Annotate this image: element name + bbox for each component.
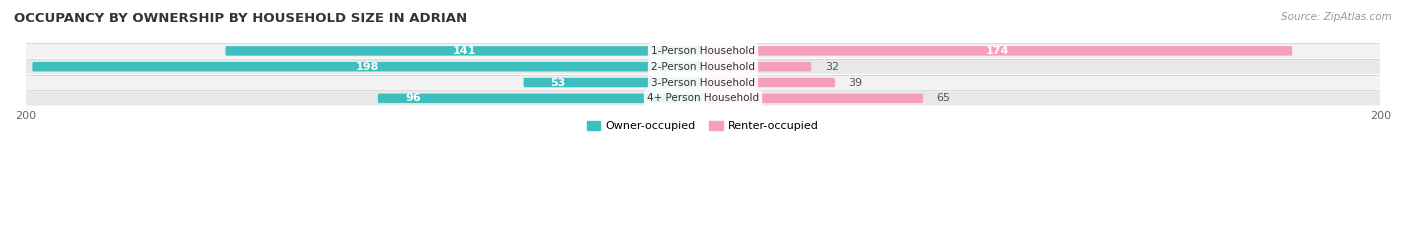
Text: 39: 39 bbox=[849, 78, 863, 88]
FancyBboxPatch shape bbox=[523, 78, 703, 87]
FancyBboxPatch shape bbox=[25, 91, 1381, 106]
Text: 2-Person Household: 2-Person Household bbox=[651, 62, 755, 72]
Text: 1-Person Household: 1-Person Household bbox=[651, 46, 755, 56]
FancyBboxPatch shape bbox=[225, 46, 703, 56]
Text: 32: 32 bbox=[825, 62, 839, 72]
Text: 53: 53 bbox=[551, 78, 565, 88]
FancyBboxPatch shape bbox=[378, 94, 703, 103]
FancyBboxPatch shape bbox=[703, 94, 924, 103]
Text: 174: 174 bbox=[986, 46, 1010, 56]
FancyBboxPatch shape bbox=[703, 62, 811, 72]
Text: 141: 141 bbox=[453, 46, 475, 56]
FancyBboxPatch shape bbox=[32, 62, 703, 72]
Text: 65: 65 bbox=[936, 93, 950, 103]
Text: OCCUPANCY BY OWNERSHIP BY HOUSEHOLD SIZE IN ADRIAN: OCCUPANCY BY OWNERSHIP BY HOUSEHOLD SIZE… bbox=[14, 12, 467, 25]
FancyBboxPatch shape bbox=[25, 60, 1381, 74]
FancyBboxPatch shape bbox=[703, 78, 835, 87]
Text: 198: 198 bbox=[356, 62, 380, 72]
FancyBboxPatch shape bbox=[25, 75, 1381, 90]
FancyBboxPatch shape bbox=[25, 44, 1381, 58]
FancyBboxPatch shape bbox=[703, 46, 1292, 56]
Text: 4+ Person Household: 4+ Person Household bbox=[647, 93, 759, 103]
Text: Source: ZipAtlas.com: Source: ZipAtlas.com bbox=[1281, 12, 1392, 22]
Text: 96: 96 bbox=[405, 93, 420, 103]
Legend: Owner-occupied, Renter-occupied: Owner-occupied, Renter-occupied bbox=[582, 116, 824, 135]
Text: 3-Person Household: 3-Person Household bbox=[651, 78, 755, 88]
